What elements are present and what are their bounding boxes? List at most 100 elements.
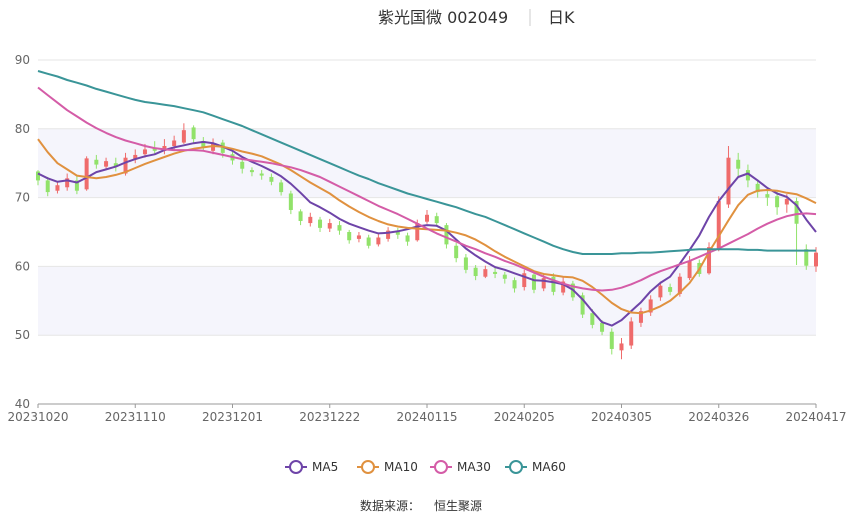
candle [142, 149, 147, 155]
candle [288, 193, 293, 210]
candle [444, 225, 449, 245]
candle [425, 214, 429, 222]
candle [600, 322, 605, 332]
x-tick-label: 20231020 [7, 410, 68, 424]
legend-marker [509, 460, 523, 474]
candle [619, 343, 624, 351]
candle [152, 148, 157, 151]
legend[interactable]: MA5 MA10 MA30 MA60 [285, 460, 566, 474]
legend-marker [361, 460, 375, 474]
candle [415, 223, 420, 241]
candle [201, 141, 206, 148]
y-tick-label: 60 [15, 259, 30, 273]
x-tick-label: 20231110 [105, 410, 166, 424]
candle [502, 274, 507, 279]
candle [405, 235, 410, 242]
y-tick-label: 80 [15, 122, 30, 136]
candle [473, 267, 478, 277]
x-tick-label: 20240417 [785, 410, 846, 424]
candle [522, 273, 527, 288]
candle [707, 247, 712, 274]
y-tick-label: 50 [15, 328, 30, 342]
candle [269, 176, 274, 182]
candle [318, 219, 323, 228]
candle [580, 295, 585, 315]
candle [677, 276, 682, 294]
candle [259, 173, 264, 176]
legend-label: MA5 [312, 460, 338, 474]
candle [561, 281, 566, 293]
y-tick-label: 70 [15, 191, 30, 205]
x-tick-label: 20240115 [396, 410, 457, 424]
candle [113, 163, 118, 167]
legend-item-ma5[interactable]: MA5 [285, 460, 338, 474]
candle [211, 143, 216, 151]
legend-marker [289, 460, 303, 474]
candle [366, 237, 371, 246]
candle [65, 178, 70, 188]
plot-band [38, 266, 816, 336]
candle [658, 285, 663, 298]
candle [279, 182, 284, 193]
legend-label: MA30 [457, 460, 491, 474]
x-tick-label: 20231201 [202, 410, 263, 424]
candle [629, 321, 634, 346]
ma-line-ma60 [37, 70, 816, 255]
candle [551, 276, 556, 292]
x-tick-label: 20240326 [688, 410, 749, 424]
candle [191, 127, 196, 140]
candle [298, 211, 303, 221]
stock-name-title: 紫光国微 002049 [378, 8, 508, 27]
source-provider: 恒生聚源 [434, 499, 482, 513]
candle [590, 313, 595, 325]
candle [512, 280, 517, 289]
candle [794, 201, 799, 224]
candle [104, 161, 109, 167]
candle [84, 158, 89, 190]
candle [814, 252, 818, 267]
legend-label: MA10 [384, 460, 418, 474]
candle [337, 225, 342, 231]
y-tick-label: 90 [15, 53, 30, 67]
period-label: 日K [548, 8, 575, 27]
candle [609, 331, 614, 349]
candle [483, 269, 488, 277]
candle [240, 161, 245, 169]
legend-item-ma10[interactable]: MA10 [357, 460, 418, 474]
x-tick-label: 20240205 [494, 410, 555, 424]
candle [434, 216, 439, 224]
candle [648, 299, 653, 313]
candle [74, 180, 79, 191]
candle [395, 232, 400, 235]
legend-label: MA60 [532, 460, 566, 474]
candle [716, 201, 721, 250]
candle [765, 194, 770, 198]
x-tick-label: 20240305 [591, 410, 652, 424]
x-axis: 20231020 20231110 20231201 20231222 20240115… [7, 404, 847, 424]
candle [94, 159, 99, 165]
source-label: 数据来源： [360, 498, 420, 513]
legend-item-ma60[interactable]: MA60 [505, 460, 566, 474]
grid-lines [38, 59, 816, 405]
candle [668, 287, 673, 292]
plot-band [38, 128, 816, 198]
candle [347, 232, 352, 241]
candle [36, 171, 40, 181]
y-axis-ticks: 40 50 60 70 80 90 [15, 53, 30, 411]
candle [726, 157, 731, 205]
candle [463, 257, 468, 270]
candle [736, 159, 741, 169]
candle [745, 170, 750, 181]
legend-item-ma30[interactable]: MA30 [430, 460, 491, 474]
ma-line-ma30 [37, 86, 817, 292]
candle [327, 223, 332, 229]
candle [356, 235, 361, 239]
candle [531, 274, 536, 290]
candle [172, 140, 177, 146]
candle [55, 185, 60, 191]
x-tick-label: 20231222 [299, 410, 360, 424]
candle [133, 154, 138, 160]
candle [755, 183, 760, 193]
candle [308, 216, 313, 224]
